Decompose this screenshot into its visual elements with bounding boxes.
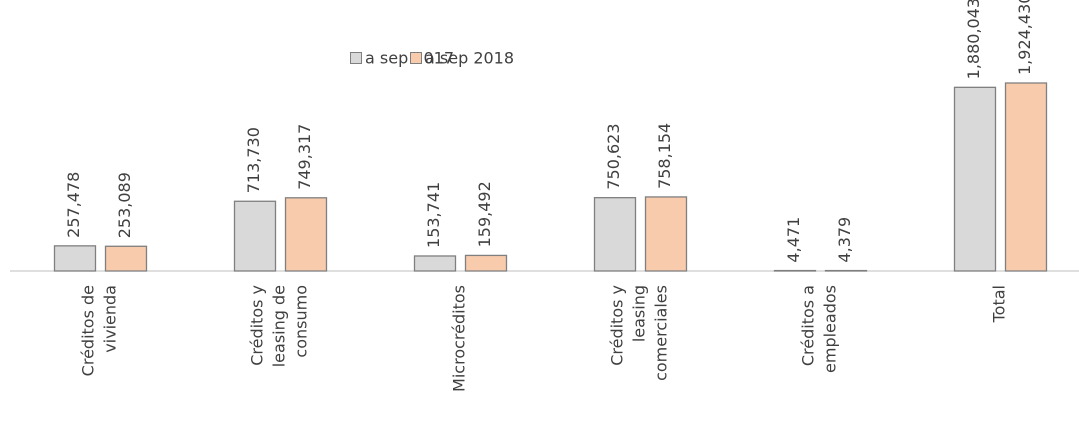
x-tick-label: Créditos y	[608, 285, 627, 366]
x-tick-label: leasing de	[270, 285, 289, 367]
data-label: 4,379	[835, 217, 854, 263]
legend-label: a sep 2017	[365, 49, 454, 68]
x-tick-label: Total	[990, 285, 1009, 323]
x-tick-label: Créditos a	[799, 285, 818, 366]
bar	[953, 86, 997, 272]
data-label: 257,478	[64, 172, 83, 238]
x-tick-label: Créditos y	[248, 285, 267, 366]
data-label: 713,730	[244, 127, 263, 193]
bar	[413, 255, 457, 272]
bar	[1004, 82, 1048, 272]
bar	[593, 197, 637, 272]
data-label: 750,623	[604, 123, 623, 189]
legend-swatch	[350, 52, 362, 64]
x-tick-label: vivienda	[101, 285, 120, 353]
bar	[53, 245, 97, 272]
bar	[464, 254, 508, 272]
x-tick-label: Créditos de	[79, 285, 98, 376]
data-label: 253,089	[115, 172, 134, 238]
data-label: 749,317	[295, 124, 314, 190]
bar	[104, 245, 148, 272]
bar	[644, 196, 688, 272]
data-label: 153,741	[424, 182, 443, 248]
data-label: 4,471	[784, 217, 803, 263]
x-tick-label: comerciales	[652, 285, 671, 381]
data-label: 159,492	[475, 181, 494, 247]
x-tick-label: empleados	[821, 285, 840, 373]
data-label: 1,880,043	[964, 0, 983, 79]
bar	[284, 197, 328, 272]
data-label: 1,924,430	[1015, 0, 1034, 75]
data-label: 758,154	[655, 123, 674, 189]
legend-swatch	[410, 52, 422, 64]
x-tick-label: Microcréditos	[450, 285, 469, 392]
bar	[233, 200, 277, 272]
x-tick-label: leasing	[630, 285, 649, 342]
x-tick-label: consumo	[292, 285, 311, 358]
legend-label: a sep 2018	[425, 49, 514, 68]
